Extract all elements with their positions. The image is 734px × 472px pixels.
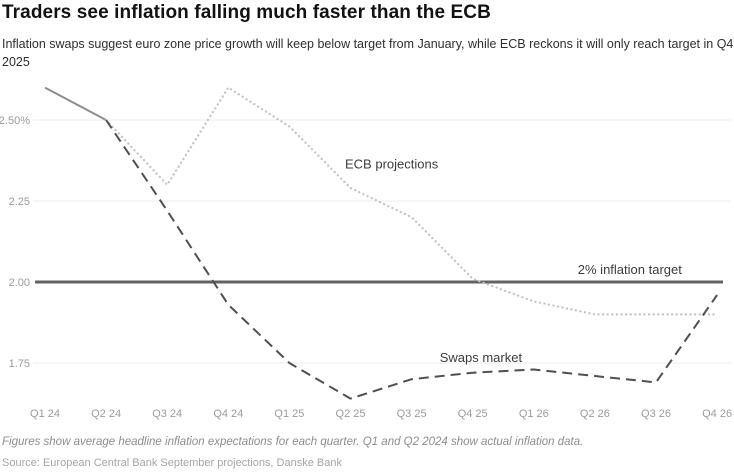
x-tick-label: Q2 24 xyxy=(91,408,121,420)
y-tick-label: 2.50% xyxy=(0,115,30,127)
annotation-swaps-market: Swaps market xyxy=(440,350,523,365)
page-title: Traders see inflation falling much faste… xyxy=(2,2,491,23)
chart-source: Source: European Central Bank September … xyxy=(2,457,342,469)
x-tick-label: Q2 25 xyxy=(336,408,366,420)
x-tick-label: Q4 24 xyxy=(213,408,243,420)
chart-footnote: Figures show average headline inflation … xyxy=(2,436,584,448)
series-line-actual-inflation xyxy=(44,86,107,121)
x-tick-label: Q1 25 xyxy=(274,408,304,420)
y-tick-label: 2.25 xyxy=(9,196,30,208)
series-line-ecb-projections xyxy=(104,86,719,316)
y-tick-label: 1.75 xyxy=(9,358,30,370)
page-subtitle: Inflation swaps suggest euro zone price … xyxy=(2,37,734,70)
x-tick-label: Q1 24 xyxy=(30,408,60,420)
x-tick-label: Q3 26 xyxy=(641,408,671,420)
x-tick-label: Q4 25 xyxy=(458,408,488,420)
x-tick-label: Q3 24 xyxy=(152,408,182,420)
x-tick-label: Q3 25 xyxy=(397,408,427,420)
series-line-swaps-market xyxy=(105,119,718,400)
x-tick-label: Q2 26 xyxy=(580,408,610,420)
annotation-ecb-projections: ECB projections xyxy=(345,157,439,172)
y-tick-label: 2.00 xyxy=(9,277,30,289)
x-tick-label: Q4 26 xyxy=(702,408,732,420)
x-tick-label: Q1 26 xyxy=(519,408,549,420)
annotation-target-line: 2% inflation target xyxy=(578,262,682,277)
